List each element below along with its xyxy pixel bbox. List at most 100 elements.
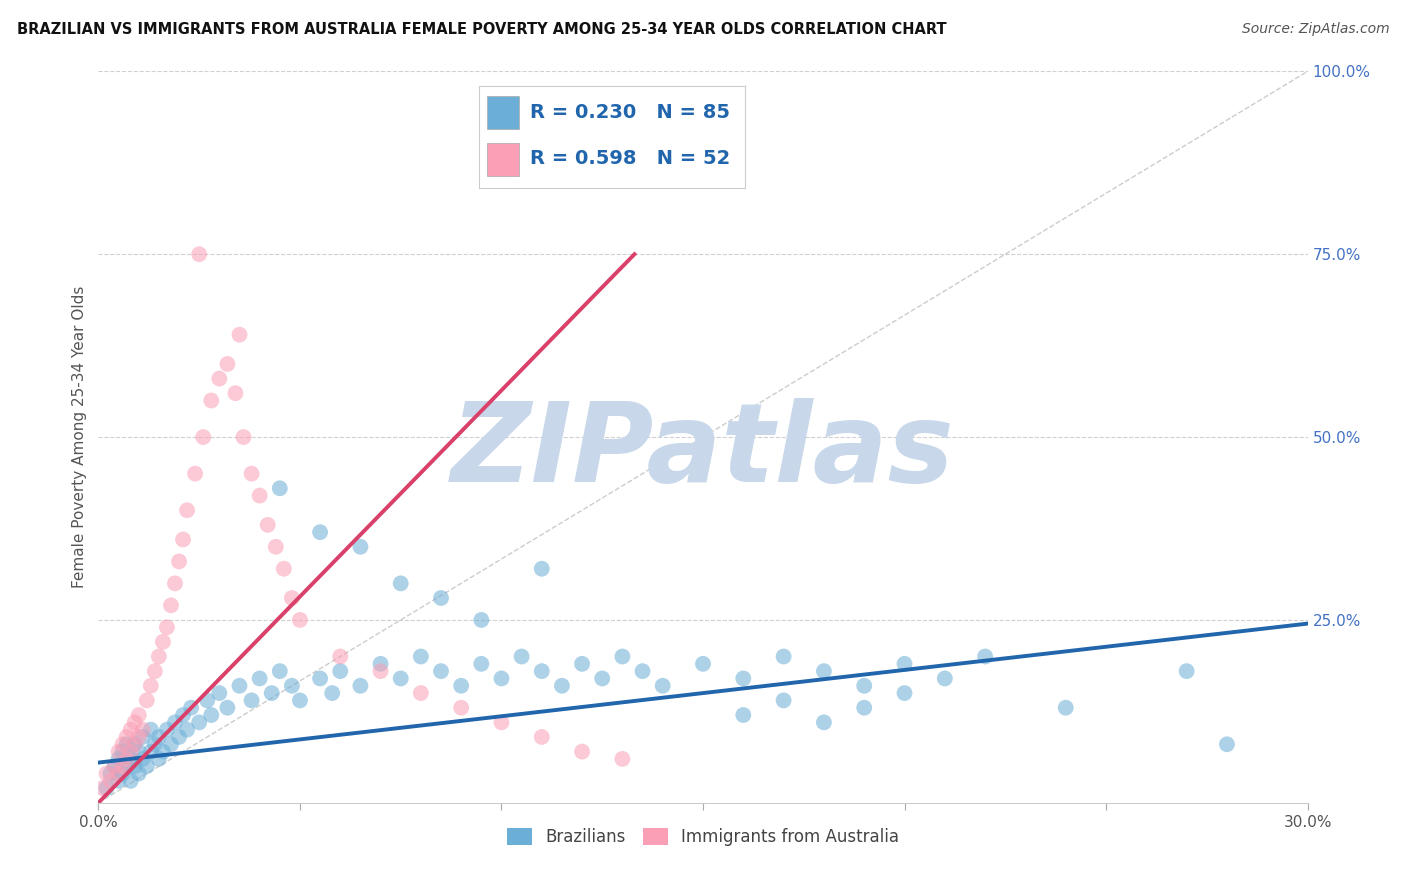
Point [120, 752, 142, 766]
Text: BRAZILIAN VS IMMIGRANTS FROM AUSTRALIA FEMALE POVERTY AMONG 25-34 YEAR OLDS CORR: BRAZILIAN VS IMMIGRANTS FROM AUSTRALIA F… [17, 22, 946, 37]
Text: Source: ZipAtlas.com: Source: ZipAtlas.com [1241, 22, 1389, 37]
Point [193, 430, 215, 444]
Point [120, 773, 142, 788]
Point [530, 664, 553, 678]
Y-axis label: Female Poverty Among 25-34 Year Olds: Female Poverty Among 25-34 Year Olds [72, 286, 87, 588]
Point [309, 525, 332, 540]
Point [132, 723, 155, 737]
Point [100, 773, 122, 788]
Point [430, 664, 453, 678]
Point [103, 759, 125, 773]
Point [281, 591, 304, 605]
Point [389, 576, 412, 591]
Point [530, 562, 553, 576]
Point [772, 693, 794, 707]
Point [974, 649, 997, 664]
Point [370, 664, 392, 678]
Legend: Brazilians, Immigrants from Australia: Brazilians, Immigrants from Australia [501, 822, 905, 853]
Point [167, 730, 190, 744]
Point [163, 576, 186, 591]
Point [249, 672, 271, 686]
Point [120, 745, 142, 759]
Point [288, 693, 311, 707]
Point [430, 591, 453, 605]
Point [128, 745, 150, 759]
Point [96, 766, 118, 780]
Point [124, 737, 146, 751]
Point [217, 357, 239, 371]
Point [152, 635, 174, 649]
Point [370, 657, 392, 671]
Point [273, 562, 295, 576]
Point [91, 781, 114, 796]
Point [470, 657, 492, 671]
Point [934, 672, 956, 686]
Point [409, 686, 432, 700]
Point [591, 672, 613, 686]
Point [530, 730, 553, 744]
Point [200, 708, 222, 723]
Point [124, 737, 146, 751]
Point [510, 649, 533, 664]
Point [107, 752, 129, 766]
Point [1054, 700, 1077, 714]
Point [208, 371, 231, 385]
Point [217, 700, 239, 714]
Point [1216, 737, 1239, 751]
Point [491, 715, 513, 730]
Point [139, 679, 162, 693]
Point [115, 737, 138, 751]
Point [349, 679, 371, 693]
Point [349, 540, 371, 554]
Point [188, 715, 211, 730]
Point [256, 517, 278, 532]
Point [128, 766, 150, 780]
Point [571, 745, 593, 759]
Point [107, 766, 129, 780]
Point [450, 700, 472, 714]
Point [124, 759, 146, 773]
Point [107, 773, 129, 788]
Point [128, 708, 150, 723]
Point [1175, 664, 1198, 678]
Point [772, 649, 794, 664]
Point [148, 649, 170, 664]
Point [200, 393, 222, 408]
Point [612, 649, 634, 664]
Point [172, 533, 194, 547]
Point [224, 386, 246, 401]
Point [450, 679, 472, 693]
Point [132, 752, 155, 766]
Point [733, 672, 755, 686]
Point [470, 613, 492, 627]
Point [208, 686, 231, 700]
Text: ZIPatlas: ZIPatlas [451, 398, 955, 505]
Point [260, 686, 283, 700]
Point [103, 759, 125, 773]
Point [148, 730, 170, 744]
Point [160, 737, 183, 751]
Point [132, 730, 155, 744]
Point [135, 759, 157, 773]
Point [240, 467, 263, 481]
Point [228, 327, 250, 342]
Point [893, 657, 915, 671]
Point [100, 766, 122, 780]
Point [491, 672, 513, 686]
Point [631, 664, 654, 678]
Point [128, 730, 150, 744]
Point [115, 759, 138, 773]
Point [143, 737, 166, 751]
Point [167, 554, 190, 568]
Point [612, 752, 634, 766]
Point [163, 715, 186, 730]
Point [180, 700, 202, 714]
Point [240, 693, 263, 707]
Point [389, 672, 412, 686]
Point [156, 620, 179, 634]
Point [156, 723, 179, 737]
Point [96, 781, 118, 796]
Point [853, 700, 876, 714]
Point [176, 723, 198, 737]
Point [111, 737, 134, 751]
